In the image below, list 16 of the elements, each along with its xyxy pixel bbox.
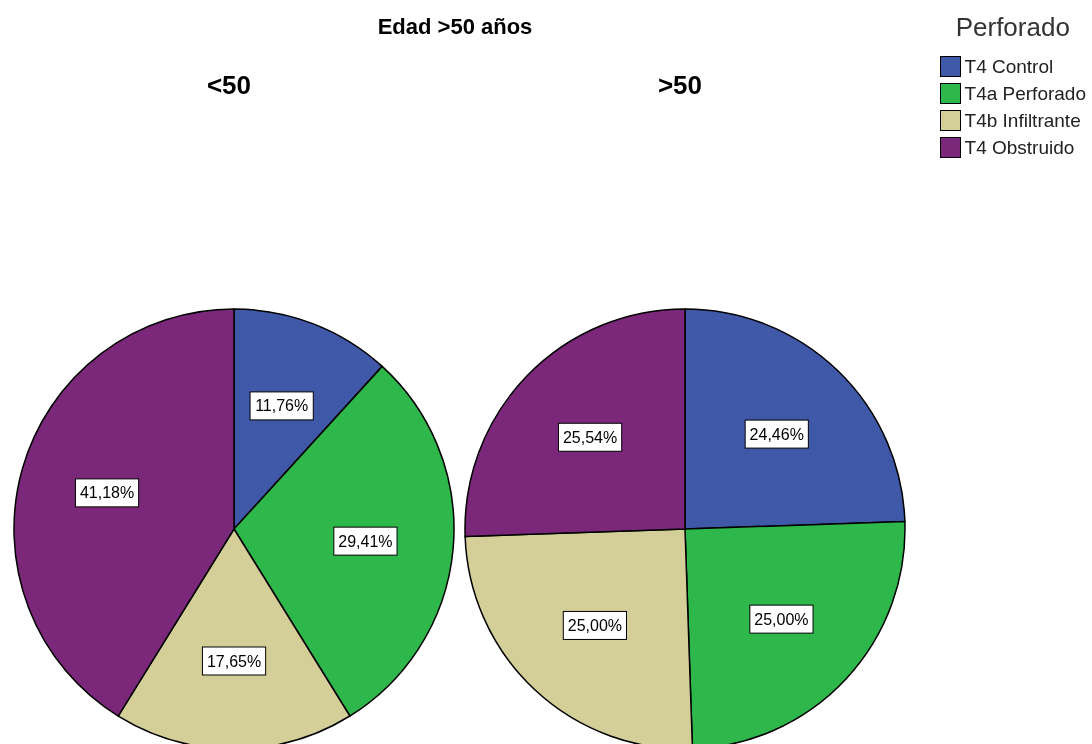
- data-label: 11,76%: [255, 397, 309, 415]
- legend-label: T4b Infiltrante: [964, 109, 1081, 132]
- data-label: 41,18%: [79, 484, 135, 502]
- data-label: 25,00%: [754, 610, 809, 628]
- data-label: 29,41%: [338, 532, 393, 550]
- legend-label: T4 Obstruido: [964, 136, 1075, 159]
- data-label: 25,54%: [562, 428, 618, 446]
- data-label: 25,00%: [567, 616, 623, 634]
- legend-label: T4a Perforado: [964, 82, 1086, 105]
- legend-label: T4 Control: [964, 55, 1054, 78]
- chart-subtitle: <50: [205, 70, 253, 101]
- text: >50: [656, 70, 704, 101]
- chart-title: Edad >50 años: [376, 14, 534, 40]
- data-label: 24,46%: [749, 425, 804, 443]
- legend-title: Perforado: [954, 12, 1071, 43]
- data-label: 17,65%: [206, 652, 262, 670]
